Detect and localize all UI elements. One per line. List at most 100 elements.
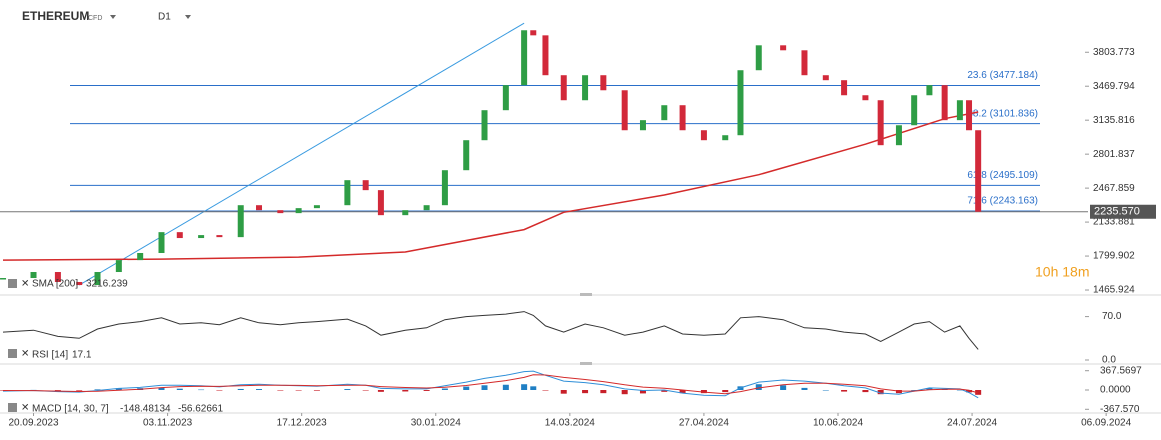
y-tick-label: 3135.816 — [1093, 115, 1135, 126]
rsi-tick-label: 0.0 — [1102, 355, 1116, 366]
candle — [941, 85, 948, 121]
indicator-icon[interactable] — [8, 349, 17, 358]
indicator-close[interactable]: ✕ — [21, 403, 29, 414]
macd-histogram-bar — [115, 388, 122, 390]
macd-histogram-bar — [600, 390, 607, 394]
candle — [911, 95, 918, 126]
symbol[interactable]: ETHEREUM — [22, 9, 89, 23]
indicator-icon[interactable] — [8, 403, 17, 412]
macd-histogram-bar — [423, 390, 430, 391]
macd-histogram-bar — [700, 390, 707, 394]
macd-histogram-bar — [256, 389, 263, 390]
candle — [877, 100, 884, 146]
macd-histogram-bar — [94, 389, 101, 390]
macd-histogram-bar — [344, 389, 351, 390]
candle — [926, 85, 933, 96]
macd-legend-value: -148.48134 — [120, 404, 171, 415]
rsi-legend-name: RSI [14] — [32, 350, 68, 361]
candle — [639, 120, 646, 131]
macd-legend-name: MACD [14, 30, 7] — [32, 404, 109, 415]
fibonacci-label: 23.6 (3477.184) — [967, 70, 1038, 81]
timeframe[interactable]: D1 — [158, 12, 171, 23]
candle — [966, 100, 973, 131]
indicator-close[interactable]: ✕ — [21, 349, 29, 360]
macd-histogram-bar — [521, 384, 528, 390]
macd-histogram-bar — [956, 389, 963, 391]
macd-signal-line — [2, 374, 979, 395]
rsi-line — [2, 311, 979, 350]
pane-resize-handle[interactable] — [580, 293, 592, 296]
x-tick-label: 10.06.2024 — [813, 418, 863, 429]
candle — [54, 272, 61, 282]
trendline — [78, 22, 525, 286]
candle — [441, 170, 448, 206]
macd-histogram-bar — [679, 390, 686, 394]
candle — [30, 272, 37, 279]
macd-histogram-bar — [441, 388, 448, 390]
candle — [722, 135, 729, 141]
macd-histogram-bar — [542, 390, 549, 391]
candle-countdown: 10h 18m — [1035, 264, 1089, 280]
last-price-box — [1090, 204, 1156, 219]
macd-tick-label: 0.0000 — [1100, 385, 1131, 396]
sma-legend-name: SMA [200] — [32, 279, 78, 290]
candle — [755, 45, 762, 71]
y-tick-label: 3469.794 — [1093, 81, 1135, 92]
rsi-tick-label: 70.0 — [1102, 311, 1122, 322]
candle — [377, 190, 384, 216]
sma-line — [2, 111, 979, 261]
candle — [362, 180, 369, 191]
candle — [137, 252, 144, 261]
macd-histogram-bar — [966, 390, 973, 393]
candle — [600, 75, 607, 91]
macd-histogram-bar — [722, 390, 729, 393]
candle — [502, 85, 509, 111]
candle — [737, 70, 744, 136]
y-tick-label: 2801.837 — [1093, 149, 1135, 160]
indicator-close[interactable]: ✕ — [21, 279, 29, 290]
macd-histogram-bar — [862, 390, 869, 393]
candle — [295, 208, 302, 214]
macd-histogram-bar — [502, 384, 509, 390]
candle — [0, 278, 7, 280]
candle — [822, 75, 829, 81]
macd-histogram-bar — [481, 385, 488, 390]
macd-histogram-bar — [801, 387, 808, 390]
candle — [956, 100, 963, 121]
candle — [621, 90, 628, 131]
macd-histogram-bar — [237, 388, 244, 390]
macd-histogram-bar — [198, 389, 205, 391]
candle — [481, 110, 488, 141]
symbol-dropdown[interactable] — [110, 15, 116, 19]
macd-histogram-bar — [313, 390, 320, 391]
x-tick-label: 20.09.2023 — [8, 418, 58, 429]
macd-histogram-bar — [54, 390, 61, 391]
macd-histogram-bar — [841, 390, 848, 392]
candle — [862, 95, 869, 101]
candle — [76, 281, 83, 286]
candle — [115, 260, 122, 273]
y-tick-label: 2133.881 — [1093, 217, 1135, 228]
macd-histogram-bar — [216, 390, 223, 391]
macd-histogram-bar — [176, 388, 183, 390]
timeframe-dropdown[interactable] — [185, 15, 191, 19]
candle — [895, 125, 902, 146]
candle — [158, 232, 165, 253]
pane-resize-handle[interactable] — [580, 362, 592, 365]
candle — [216, 235, 223, 238]
candle — [542, 35, 549, 76]
macd-histogram-bar — [877, 390, 884, 395]
x-tick-label: 17.12.2023 — [277, 418, 327, 429]
indicator-icon[interactable] — [8, 279, 17, 288]
candle — [521, 30, 528, 86]
x-tick-label: 14.03.2024 — [545, 418, 595, 429]
macd-histogram-bar — [277, 390, 284, 391]
sma-legend-value: 3216.239 — [86, 279, 128, 290]
candle — [700, 130, 707, 141]
candle — [237, 205, 244, 238]
macd-histogram-bar — [975, 390, 982, 395]
macd-histogram-bar — [530, 386, 537, 390]
macd-histogram-bar — [362, 390, 369, 391]
candle — [661, 105, 668, 121]
